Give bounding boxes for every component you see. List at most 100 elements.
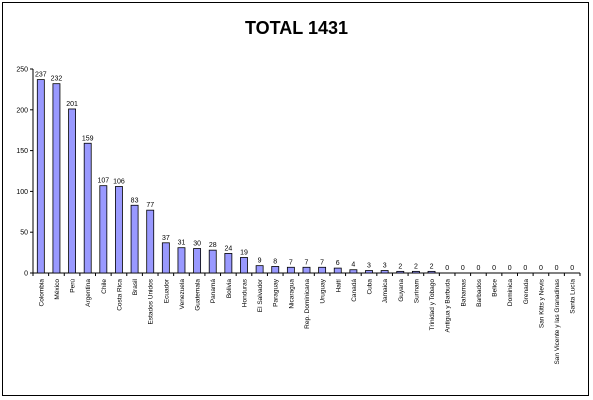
category-label: Colombia	[38, 279, 45, 307]
y-tick-label: 200	[16, 107, 28, 114]
data-label: 24	[224, 245, 232, 252]
data-label: 3	[383, 263, 387, 270]
data-label: 107	[97, 178, 109, 185]
data-label: 6	[336, 260, 340, 267]
category-label: Honduras	[241, 278, 248, 307]
bar	[115, 186, 123, 274]
y-tick-label: 0	[24, 271, 28, 278]
y-tick-label: 100	[16, 189, 28, 196]
data-label: 2	[398, 263, 402, 270]
category-label: Costa Rica	[116, 279, 123, 311]
category-label: San Vicente y las Granadinas	[554, 278, 561, 364]
category-label: Nicaragua	[288, 279, 295, 309]
bar	[396, 270, 405, 274]
category-label: Dominica	[507, 279, 514, 306]
chart-title: TOTAL 1431	[244, 18, 349, 38]
bar	[271, 266, 280, 274]
category-label: Chile	[101, 279, 108, 294]
data-label: 159	[82, 135, 94, 142]
category-label: Haití	[335, 279, 342, 293]
category-label: Belice	[492, 279, 499, 297]
bar	[83, 142, 92, 274]
category-label: Uruguay	[320, 278, 327, 303]
data-label: 4	[351, 262, 355, 269]
bar	[302, 266, 311, 274]
data-label: 0	[508, 265, 512, 272]
category-label: Argentina	[85, 279, 92, 307]
category-label: Panamá	[210, 279, 217, 304]
bar	[161, 242, 170, 274]
bar	[318, 266, 327, 274]
data-label: 7	[305, 259, 309, 266]
category-label: México	[54, 279, 61, 300]
category-label: Ecuador	[163, 278, 170, 303]
category-label: Paraguay	[273, 278, 280, 307]
data-label: 7	[289, 259, 293, 266]
data-label: 201	[66, 101, 78, 108]
data-label: 7	[320, 259, 324, 266]
category-label: Bolivia	[226, 279, 233, 299]
data-label: 0	[523, 265, 527, 272]
data-label: 8	[273, 258, 277, 265]
data-label: 0	[476, 265, 480, 272]
data-label: 31	[178, 240, 186, 247]
bar	[52, 83, 61, 274]
bar	[380, 270, 389, 274]
category-label: Guyana	[398, 279, 405, 302]
data-label: 30	[193, 241, 201, 248]
category-label: Rep. Dominicana	[304, 279, 311, 329]
category-label: Venezuela	[179, 279, 186, 310]
data-label: 0	[461, 265, 465, 272]
category-label: Surinam	[413, 279, 420, 303]
data-label: 106	[113, 179, 125, 186]
y-tick-label: 50	[20, 230, 28, 237]
y-tick-label: 150	[16, 148, 28, 155]
data-label: 0	[570, 265, 574, 272]
data-label: 77	[146, 202, 154, 209]
bar	[240, 257, 248, 274]
category-label: Brasil	[132, 278, 139, 295]
bar	[36, 79, 45, 274]
category-label: Perú	[70, 279, 77, 293]
data-label: 0	[492, 265, 496, 272]
bar	[224, 253, 233, 274]
category-label: Santa Lucía	[570, 279, 577, 314]
data-label: 0	[539, 265, 543, 272]
category-label: Jamaica	[382, 279, 389, 304]
bar	[193, 248, 202, 274]
bar	[365, 270, 373, 274]
category-label: Barbados	[476, 278, 483, 307]
bar	[427, 270, 436, 274]
bar	[68, 108, 76, 274]
category-label: Guatemala	[195, 279, 202, 311]
category-label: Estados Unidos	[148, 278, 155, 324]
bar	[411, 270, 420, 274]
category-label: Cuba	[367, 279, 374, 295]
category-label: San Kitts y Nevis	[538, 278, 545, 328]
category-label: Antigua y Barbuda	[445, 279, 452, 333]
bar	[208, 249, 217, 274]
category-label: Bahamas	[460, 278, 467, 306]
y-tick-label: 250	[16, 67, 28, 74]
data-label: 28	[209, 242, 217, 249]
data-label: 9	[258, 258, 262, 265]
bar	[255, 265, 264, 274]
category-label: El Salvador	[257, 278, 264, 312]
data-label: 83	[131, 197, 139, 204]
data-label: 232	[51, 76, 63, 83]
category-label: Canadá	[351, 279, 358, 302]
data-label: 2	[414, 263, 418, 270]
data-label: 0	[445, 265, 449, 272]
category-label: Grenada	[523, 279, 530, 305]
bar	[146, 209, 155, 274]
category-label: Trinidad y Tobago	[429, 279, 436, 331]
bar	[333, 267, 342, 274]
bar	[130, 204, 139, 274]
data-label: 3	[367, 263, 371, 270]
bar	[286, 266, 295, 274]
bar	[349, 269, 358, 274]
bar	[177, 247, 186, 274]
data-label: 237	[35, 72, 47, 79]
data-label: 0	[555, 265, 559, 272]
